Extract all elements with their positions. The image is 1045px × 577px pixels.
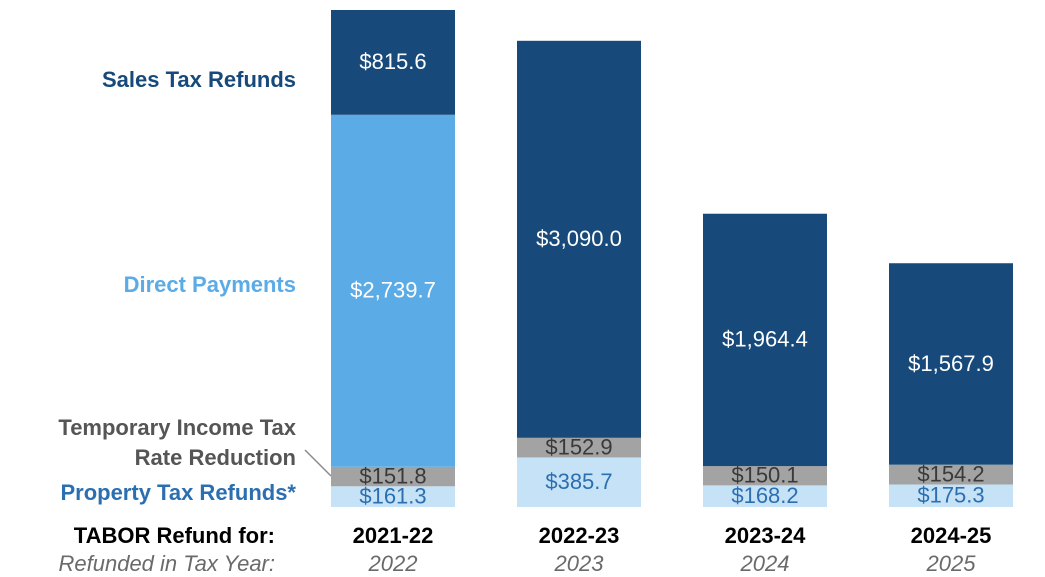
tax-year-label: 2022: [368, 551, 418, 576]
value-label: $168.2: [731, 483, 798, 508]
category-row-label: TABOR Refund for:: [74, 523, 275, 548]
value-label: $815.6: [359, 49, 426, 74]
bar-segment: [889, 464, 1013, 485]
tax-year-label: 2024: [740, 551, 790, 576]
bar-segment: [331, 10, 455, 115]
category-label: 2022-23: [539, 523, 620, 548]
value-label: $151.8: [359, 463, 426, 488]
value-label: $150.1: [731, 463, 798, 488]
value-label: $175.3: [917, 483, 984, 508]
category-label: 2023-24: [725, 523, 807, 548]
tax-year-label: 2023: [554, 551, 605, 576]
value-label: $154.2: [917, 461, 984, 486]
bar-segment: [889, 484, 1013, 507]
bar-segment: [703, 213, 827, 467]
value-label: $385.7: [545, 469, 612, 494]
value-label: $161.3: [359, 483, 426, 508]
value-label: $152.9: [545, 434, 612, 459]
bar-segment: [331, 114, 455, 467]
bar-segment: [331, 486, 455, 507]
bar-segment: [517, 457, 641, 507]
bar-segment: [331, 466, 455, 487]
leader-line: [304, 449, 332, 477]
legend-label: Property Tax Refunds*: [60, 480, 296, 505]
legend-label: Sales Tax Refunds: [102, 67, 296, 92]
value-label: $1,567.9: [908, 351, 994, 376]
bar-segment: [703, 466, 827, 486]
value-label: $2,739.7: [350, 278, 436, 303]
legend-label: Temporary Income Tax Rate Reduction: [58, 415, 296, 470]
bar-segment: [517, 40, 641, 438]
bar-segment: [889, 263, 1013, 465]
tax-year-label: 2025: [926, 551, 977, 576]
category-label: 2024-25: [911, 523, 992, 548]
value-label: $1,964.4: [722, 327, 808, 352]
category-label: 2021-22: [353, 523, 434, 548]
legend-label: Direct Payments: [123, 272, 296, 297]
tax-year-row-label: Refunded in Tax Year:: [59, 551, 276, 576]
bar-segment: [517, 437, 641, 458]
bar-segment: [703, 485, 827, 507]
value-label: $3,090.0: [536, 226, 622, 251]
